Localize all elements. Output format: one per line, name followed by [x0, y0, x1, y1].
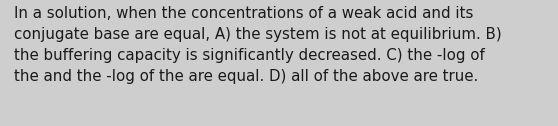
Text: In a solution, when the concentrations of a weak acid and its
conjugate base are: In a solution, when the concentrations o…	[14, 6, 502, 84]
